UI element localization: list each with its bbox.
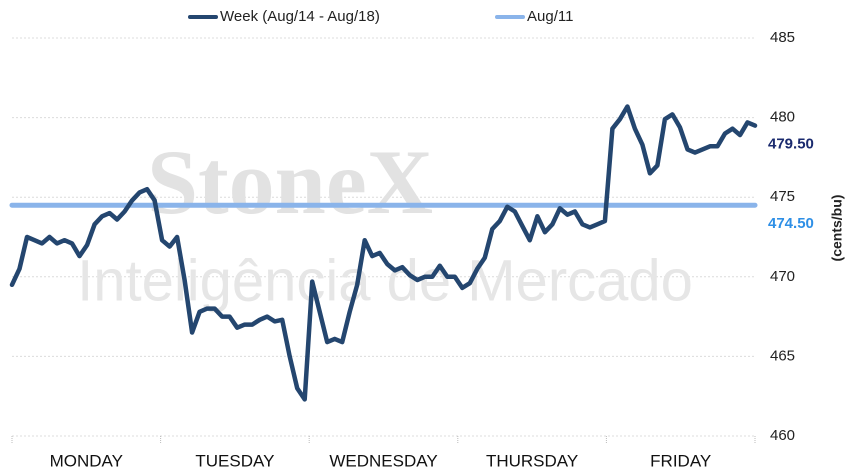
x-tick-label: TUESDAY (195, 451, 274, 470)
legend-label: Week (Aug/14 - Aug/18) (220, 8, 380, 25)
x-tick-label: THURSDAY (486, 451, 578, 470)
y-tick-label: 465 (770, 347, 795, 364)
y-tick-label: 475 (770, 188, 795, 205)
end-value-label: 479.50 (768, 136, 814, 153)
y-tick-label: 485 (770, 29, 795, 46)
series-line (9, 104, 758, 402)
y-tick-label: 460 (770, 427, 795, 444)
watermark-title: StoneX (147, 131, 433, 233)
x-tick-label: FRIDAY (650, 451, 711, 470)
y-axis-label: (cents/bu) (829, 195, 845, 262)
x-tick-label: WEDNESDAY (329, 451, 437, 470)
legend-label: Aug/11 (527, 8, 573, 25)
x-tick-label: MONDAY (50, 451, 123, 470)
y-tick-label: 470 (770, 268, 795, 285)
end-value-label: 474.50 (768, 215, 814, 232)
y-tick-label: 480 (770, 109, 795, 126)
